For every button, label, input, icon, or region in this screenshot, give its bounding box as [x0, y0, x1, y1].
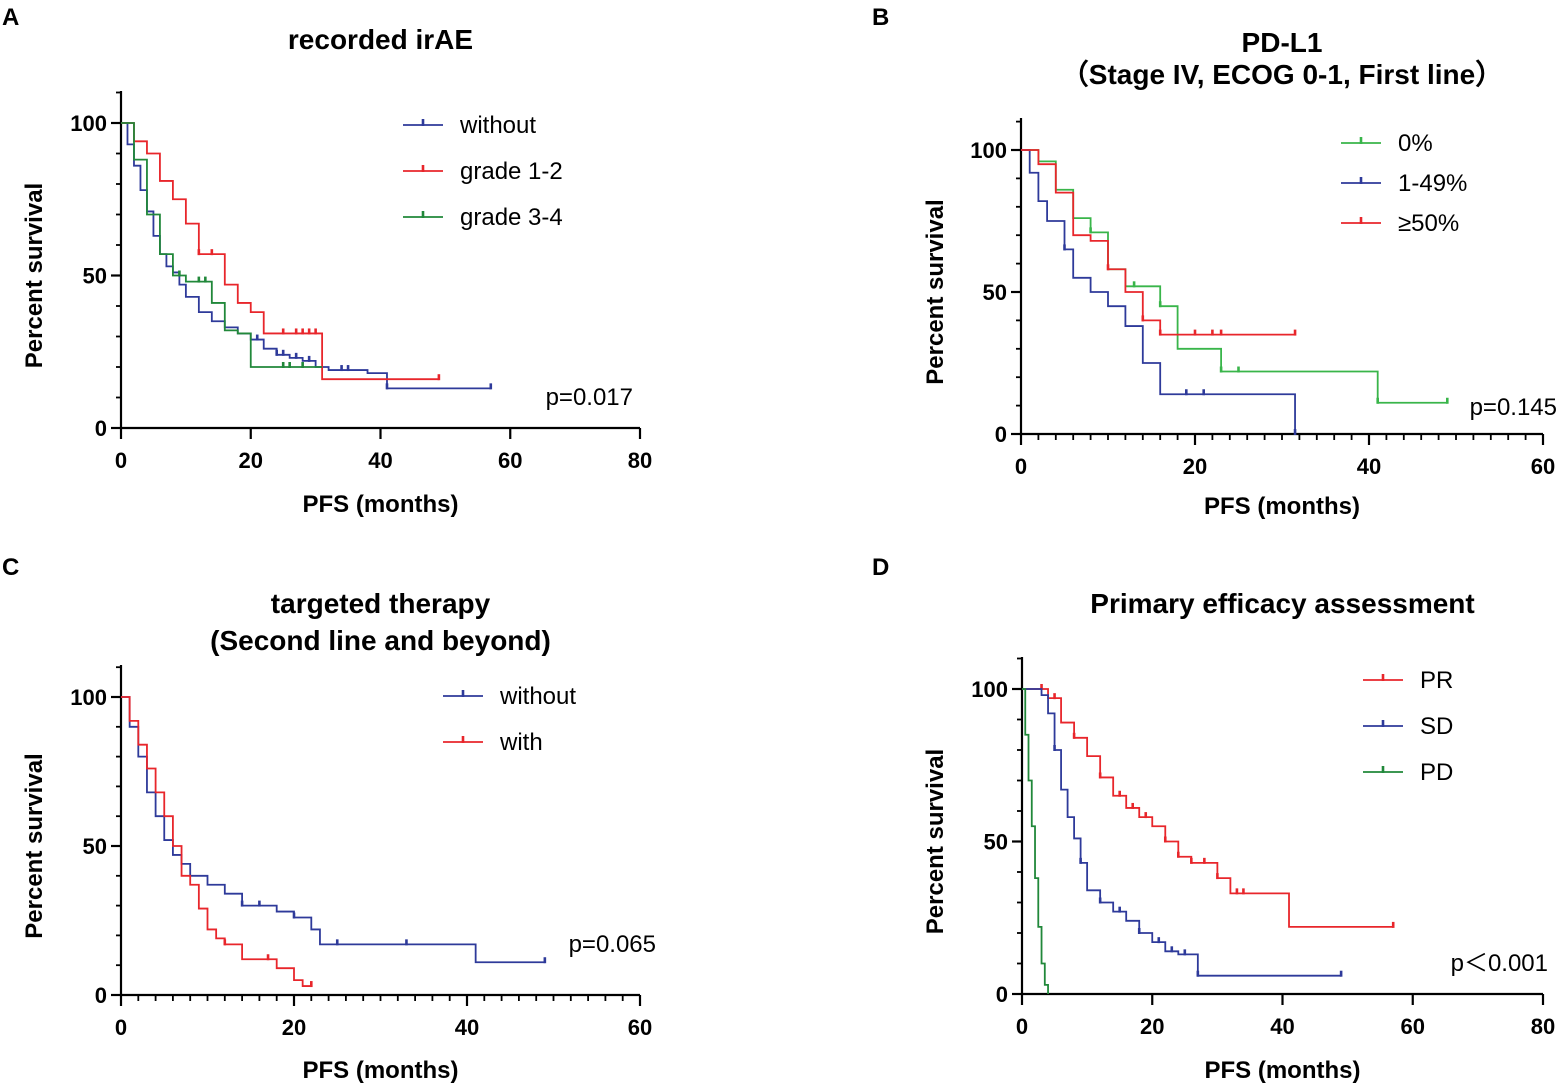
- x-tick-label-d: 80: [1531, 1014, 1555, 1039]
- x-tick-label-d: 40: [1270, 1014, 1294, 1039]
- chart-panel-d: D Primary efficacy assessment 0 50 100 0 20 40…: [778, 540, 1557, 1085]
- y-tick-label-c: 0: [95, 983, 107, 1008]
- x-tick-label-a: 80: [628, 448, 652, 473]
- chart-title-d: Primary efficacy assessment: [1090, 588, 1474, 619]
- panel-letter-a: A: [2, 4, 20, 31]
- y-tick-label-b: 50: [983, 280, 1007, 305]
- legend-label-a-grade-1-2: grade 1-2: [460, 158, 563, 185]
- y-axis-label-a: Percent survival: [21, 183, 48, 368]
- x-tick-label-d: 20: [1140, 1014, 1164, 1039]
- x-tick-label-b: 0: [1015, 454, 1027, 479]
- p-value-d: p＜0.001: [1451, 950, 1548, 977]
- x-axis-label-a: PFS (months): [303, 491, 459, 518]
- chart-title-b: PD-L1: [1242, 27, 1323, 58]
- x-tick-label-b: 20: [1183, 454, 1207, 479]
- chart-panel-c: C targeted therapy (Second line and beyon…: [0, 540, 778, 1085]
- survival-curve-c-without: [121, 696, 545, 964]
- survival-curve-a-grade-3-4: [121, 122, 323, 368]
- x-axis-label-b: PFS (months): [1204, 493, 1360, 520]
- p-value-c: p=0.065: [569, 931, 656, 958]
- panel-letter-c: C: [2, 554, 20, 581]
- y-tick-label-a: 100: [70, 111, 107, 136]
- survival-curve-d-pd: [1022, 688, 1049, 994]
- panel-letter-d: D: [872, 554, 890, 581]
- chart-title-a: recorded irAE: [288, 24, 473, 55]
- chart-title-c: targeted therapy: [271, 588, 491, 619]
- chart-panel-b: B PD-L1 （Stage IV, ECOG 0-1, First line） 0…: [778, 0, 1557, 540]
- km-plot-c: targeted therapy (Second line and beyond)…: [21, 588, 656, 1084]
- legend-label-d-pr: PR: [1420, 667, 1453, 694]
- legend-label-c-without: without: [499, 683, 576, 710]
- x-tick-label-a: 60: [498, 448, 522, 473]
- legend-label-b-1-49: 1-49%: [1398, 170, 1467, 197]
- km-plot-b: PD-L1（Stage IV, ECOG 0-1, First line） 0 50…: [922, 27, 1557, 520]
- y-tick-label-c: 50: [83, 834, 107, 859]
- survival-curve-a-without: [121, 122, 491, 390]
- p-value-a: p=0.017: [546, 384, 633, 411]
- y-tick-label-b: 0: [995, 422, 1007, 447]
- legend-label-a-without: without: [459, 112, 536, 139]
- survival-curve-b-1-49: [1021, 149, 1296, 434]
- x-tick-label-c: 0: [115, 1015, 127, 1040]
- x-tick-label-c: 20: [282, 1015, 306, 1040]
- x-tick-label-d: 0: [1016, 1014, 1028, 1039]
- y-tick-label-d: 0: [996, 982, 1008, 1007]
- survival-curve-b-0: [1021, 149, 1448, 404]
- p-value-b: p=0.145: [1470, 394, 1557, 421]
- legend-label-c-with: with: [499, 729, 543, 756]
- km-plot-a: recorded irAE 0 50 100 0 20 40 60 80 PFS (months)…: [21, 24, 652, 518]
- x-tick-label-c: 60: [628, 1015, 652, 1040]
- chart-subtitle-c: (Second line and beyond): [210, 625, 551, 656]
- legend-label-b-0: 0%: [1398, 130, 1433, 157]
- survival-curve-d-pr: [1022, 688, 1394, 928]
- survival-curve-c-with: [121, 696, 312, 987]
- x-tick-label-c: 40: [455, 1015, 479, 1040]
- y-tick-label-c: 100: [70, 685, 107, 710]
- x-axis-label-d: PFS (months): [1205, 1057, 1361, 1084]
- x-tick-label-b: 40: [1357, 454, 1381, 479]
- survival-curve-d-sd: [1022, 688, 1342, 977]
- chart-subtitle-b: （Stage IV, ECOG 0-1, First line）: [1061, 58, 1503, 90]
- y-tick-label-a: 0: [95, 416, 107, 441]
- y-tick-label-b: 100: [970, 138, 1007, 163]
- x-tick-label-a: 40: [368, 448, 392, 473]
- chart-panel-a: A recorded irAE 0 50 100 0 20 40 60 80 PFS (month…: [0, 0, 778, 540]
- km-plot-d: Primary efficacy assessment 0 50 100 0 20 40 60…: [922, 588, 1555, 1084]
- x-tick-label-a: 0: [115, 448, 127, 473]
- survival-curve-a-grade-1-2: [121, 122, 439, 381]
- legend-label-b-50: ≥50%: [1398, 210, 1459, 237]
- x-tick-label-b: 60: [1531, 454, 1555, 479]
- y-axis-label-d: Percent survival: [922, 749, 949, 934]
- panel-letter-b: B: [872, 4, 890, 31]
- y-tick-label-d: 50: [984, 830, 1008, 855]
- legend-label-d-pd: PD: [1420, 759, 1453, 786]
- x-axis-label-c: PFS (months): [303, 1057, 459, 1084]
- y-axis-label-c: Percent survival: [21, 753, 48, 938]
- legend-label-d-sd: SD: [1420, 713, 1453, 740]
- legend-label-a-grade-3-4: grade 3-4: [460, 204, 563, 231]
- x-tick-label-d: 60: [1401, 1014, 1425, 1039]
- y-tick-label-d: 100: [971, 677, 1008, 702]
- y-axis-label-b: Percent survival: [922, 199, 949, 384]
- x-tick-label-a: 20: [239, 448, 263, 473]
- survival-curve-b-50: [1021, 149, 1296, 336]
- y-tick-label-a: 50: [83, 264, 107, 289]
